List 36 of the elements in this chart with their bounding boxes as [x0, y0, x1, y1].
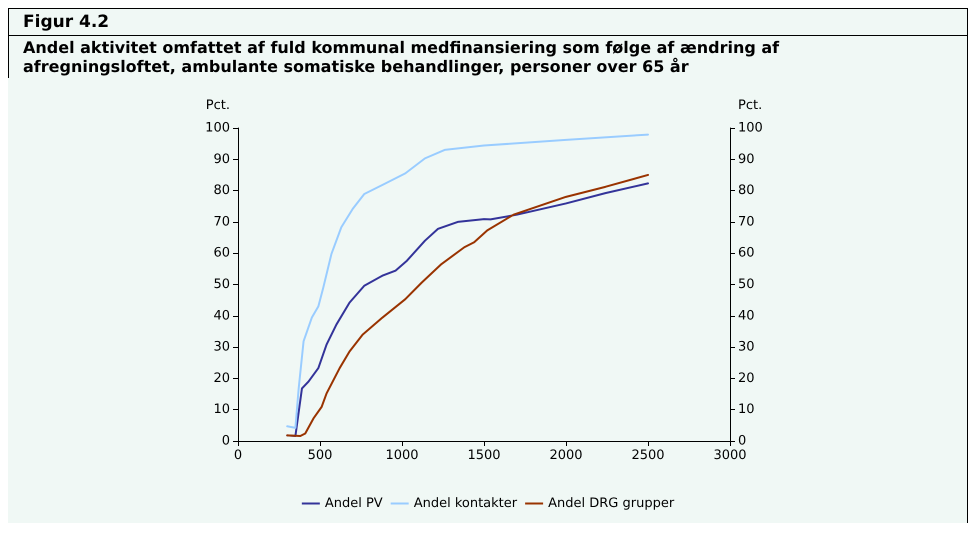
y-tick-label: 80: [213, 183, 230, 198]
y-tick-label: 0: [222, 434, 230, 448]
x-tick-label: 1500: [467, 448, 501, 463]
y2-tick-label: 30: [738, 340, 755, 355]
x-tick-label: 1000: [385, 448, 419, 463]
x-tick-label: 3000: [713, 448, 747, 463]
y2-tick-label: 10: [738, 402, 755, 418]
y-tick-label: 60: [213, 246, 230, 261]
legend-label: Andel DRG grupper: [548, 496, 675, 511]
x-tick-label: 2500: [631, 448, 665, 463]
legend-label: Andel kontakter: [414, 496, 518, 511]
y2-tick-label: 100: [738, 120, 763, 136]
text: Figur 4.2: [8, 9, 967, 36]
y2-tick-label: 80: [738, 183, 755, 198]
y2-tick-label: 40: [738, 308, 755, 324]
y2-tick-label: 60: [738, 246, 755, 261]
y-tick-label: 30: [213, 340, 230, 355]
x-tick-label: 0: [234, 448, 242, 463]
y2-tick-label: 0: [738, 434, 746, 448]
y-tick-label: 90: [213, 152, 230, 167]
y-tick-label: 40: [213, 308, 230, 324]
y2-axis-title: Pct.: [738, 98, 762, 113]
y-tick-label: 50: [213, 277, 230, 292]
y-tick-label: 10: [213, 402, 230, 418]
y2-tick-label: 50: [738, 277, 755, 292]
y2-tick-label: 90: [738, 152, 755, 167]
y-tick-label: 70: [213, 214, 230, 230]
chart-subtitle: Andel aktivitet omfattet af fuld kommunal medfinansiering som følge af ændring af afregningsloftet, ambulante somatiske behandlinger, personer over 65 år: [8, 36, 897, 78]
y2-tick-label: 20: [738, 370, 755, 386]
y-tick-label: 20: [213, 370, 230, 386]
x-tick-label: 2000: [549, 448, 583, 463]
y2-tick-label: 70: [738, 214, 755, 230]
y-axis-title: Pct.: [206, 98, 230, 113]
y-tick-label: 100: [205, 120, 230, 136]
x-tick-label: 500: [308, 448, 332, 463]
legend-label: Andel PV: [324, 496, 383, 511]
